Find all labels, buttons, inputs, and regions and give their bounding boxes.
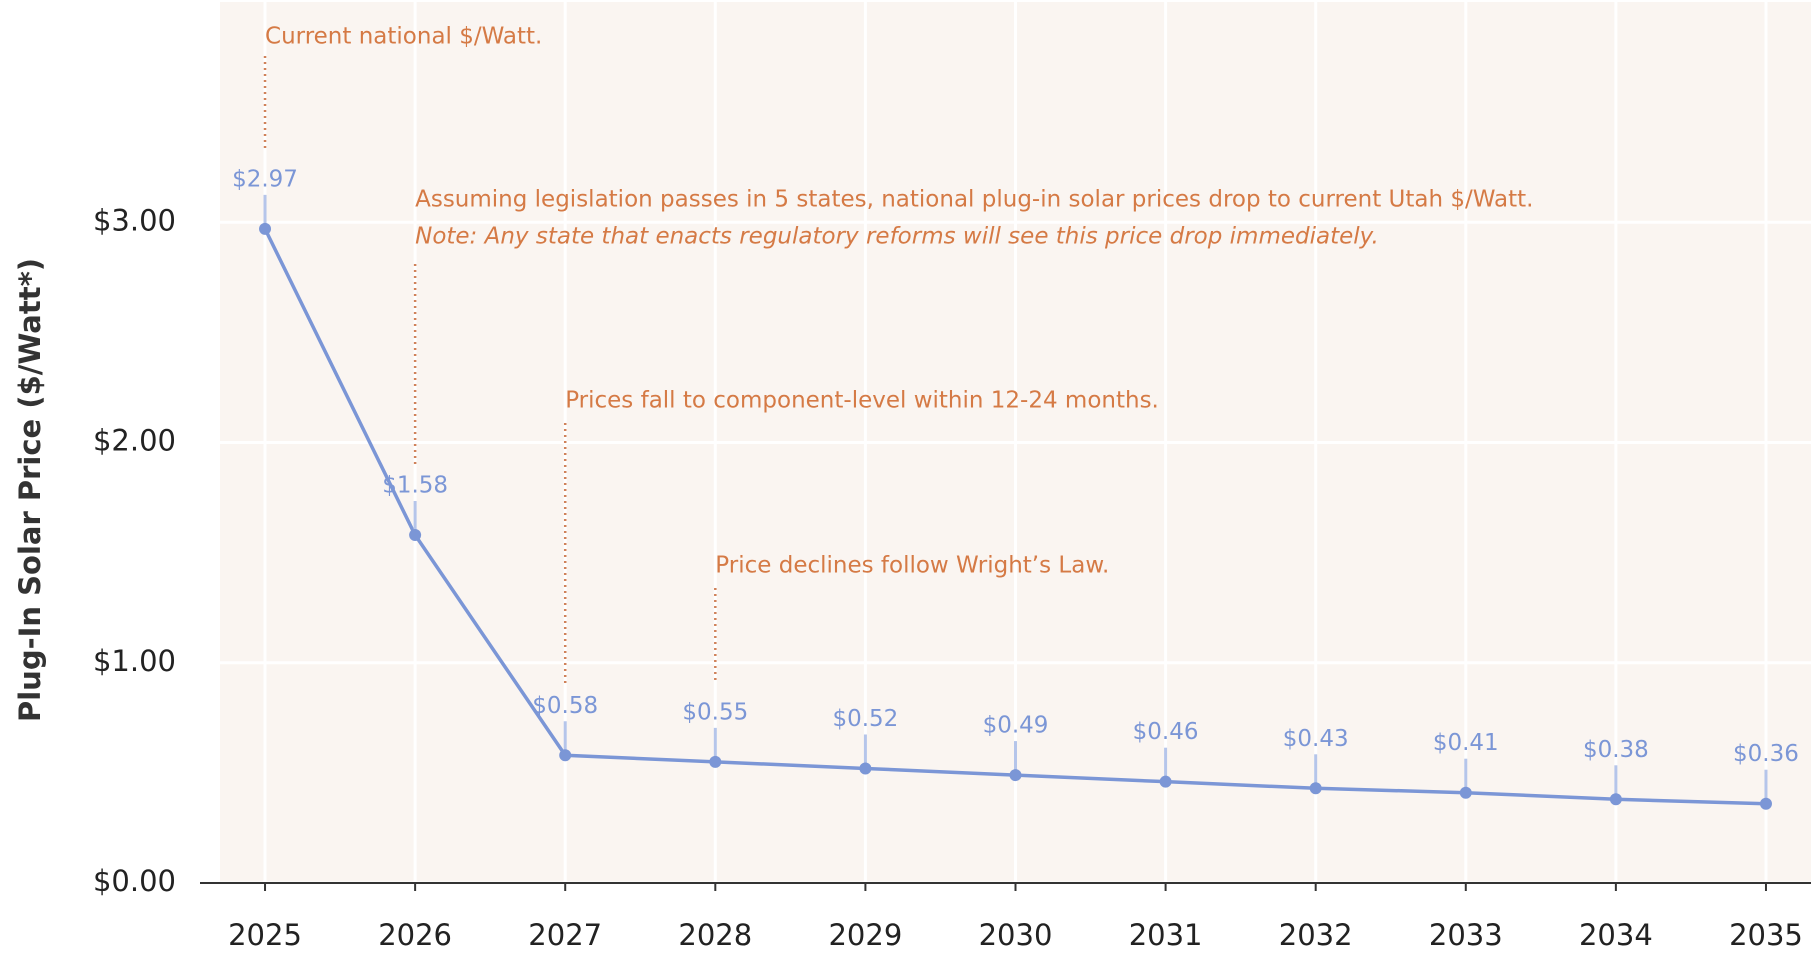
x-tick-label: 2026	[378, 918, 452, 952]
value-label: $0.36	[1733, 741, 1799, 767]
y-tick-label: $2.00	[93, 424, 176, 458]
y-axis-title: Plug-In Solar Price ($/Watt*)	[13, 258, 47, 722]
value-label: $2.97	[232, 166, 298, 192]
value-label: $0.55	[682, 699, 748, 725]
point	[859, 762, 872, 775]
point	[409, 529, 422, 542]
annotation-text: Assuming legislation passes in 5 states,…	[415, 187, 1533, 213]
x-tick-label: 2032	[1279, 918, 1353, 952]
y-tick-label: $0.00	[93, 864, 176, 898]
x-tick-label: 2033	[1429, 918, 1503, 952]
annotation-text: Prices fall to component-level within 12…	[565, 388, 1159, 414]
point	[559, 749, 572, 762]
annotation-note: Note: Any state that enacts regulatory r…	[415, 224, 1379, 250]
point	[1009, 769, 1022, 782]
value-label: $0.46	[1133, 719, 1199, 745]
point	[1759, 797, 1772, 810]
point	[1159, 775, 1172, 788]
x-tick-label: 2035	[1729, 918, 1803, 952]
x-tick-label: 2025	[228, 918, 302, 952]
value-label: $0.58	[532, 693, 598, 719]
x-tick-label: 2034	[1579, 918, 1653, 952]
y-tick-label: $1.00	[93, 644, 176, 678]
value-label: $0.41	[1433, 730, 1499, 756]
value-label: $0.52	[832, 706, 898, 732]
x-tick-label: 2028	[678, 918, 752, 952]
value-label: $1.58	[382, 473, 448, 499]
annotation-text: Current national $/Watt.	[265, 24, 542, 50]
x-tick-label: 2027	[528, 918, 602, 952]
y-tick-label: $3.00	[93, 203, 176, 237]
point	[1609, 793, 1622, 806]
value-label: $0.49	[983, 713, 1049, 739]
annotation-text: Price declines follow Wright’s Law.	[715, 553, 1109, 579]
x-tick-label: 2030	[979, 918, 1053, 952]
x-tick-label: 2029	[828, 918, 902, 952]
point	[1459, 786, 1472, 799]
point	[709, 755, 722, 768]
value-label: $0.38	[1583, 737, 1649, 763]
value-label: $0.43	[1283, 726, 1349, 752]
x-tick-label: 2031	[1129, 918, 1203, 952]
point	[1309, 782, 1322, 795]
point	[259, 222, 272, 235]
